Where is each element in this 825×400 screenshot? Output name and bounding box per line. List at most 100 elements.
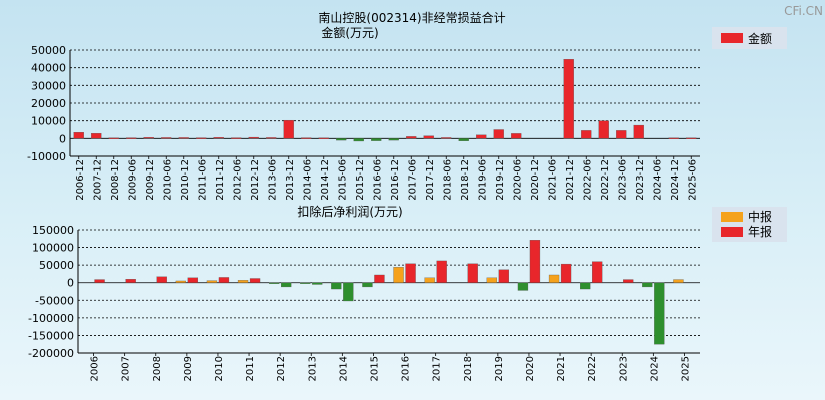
chart2-bar-interim xyxy=(331,282,342,290)
chart2-bar-annual xyxy=(280,282,292,288)
chart2-bar-annual xyxy=(436,260,447,283)
chart2-ytick-label: -200000 xyxy=(28,347,74,360)
chart2-xtick-label: 2013 xyxy=(307,356,318,381)
chart1-bar xyxy=(581,130,592,139)
chart1-ytick-label: 50000 xyxy=(31,44,66,57)
chart1-bar xyxy=(441,137,452,139)
chart2-xtick-label: 2006 xyxy=(90,356,101,381)
chart1-xtick-label: 2007-12 xyxy=(92,159,103,201)
chart1-bar xyxy=(283,119,294,139)
chart1-legend-label: 金额 xyxy=(748,31,772,46)
chart1-bar xyxy=(73,131,84,139)
chart1-bar xyxy=(388,138,399,141)
chart2-bar-annual xyxy=(467,263,478,283)
chart2-bar-interim xyxy=(517,282,529,291)
chart2-xtick-label: 2011 xyxy=(245,356,256,381)
chart1-bar xyxy=(248,136,259,139)
chart2-bar-interim xyxy=(175,280,187,283)
chart2-xtick-label: 2008 xyxy=(152,356,163,381)
chart2-bar-interim xyxy=(642,282,653,288)
chart1-legend: 金额 xyxy=(712,27,787,49)
chart1-legend-box xyxy=(712,27,787,49)
chart1-xtick-label: 2006-12 xyxy=(75,159,86,201)
chart1-xtick-label: 2015-12 xyxy=(355,159,366,201)
chart1-bar xyxy=(511,133,522,139)
chart1-ytick-label: -10000 xyxy=(27,150,66,163)
chart1-xtick-label: 2011-12 xyxy=(215,159,226,201)
watermark: CFi.CN xyxy=(784,4,823,18)
chart2-ytick-label: 150000 xyxy=(32,224,74,237)
chart1-xtick-label: 2020-06 xyxy=(512,159,523,201)
chart2-bar-interim xyxy=(300,282,311,284)
chart2-xtick-label: 2016 xyxy=(401,356,412,381)
chart1-xtick-label: 2018-06 xyxy=(442,159,453,201)
chart1-bar xyxy=(301,137,312,139)
chart1-bar xyxy=(231,137,242,139)
chart2-bar-interim xyxy=(206,280,218,283)
chart2-bar-interim xyxy=(424,277,435,283)
chart2-bar-annual xyxy=(343,282,354,302)
chart1-bar xyxy=(178,137,189,139)
chart2-bar-annual xyxy=(218,277,230,283)
chart1-xtick-label: 2012-06 xyxy=(232,159,243,201)
chart1-xtick-label: 2013-12 xyxy=(285,159,296,201)
chart2-xtick-label: 2022 xyxy=(587,356,598,381)
chart2-bar-annual xyxy=(249,278,261,283)
chart1-bar xyxy=(318,137,329,139)
chart2-bar-annual xyxy=(623,279,634,283)
chart2-xtick-label: 2010 xyxy=(214,356,225,381)
chart1-bar xyxy=(633,124,644,139)
chart1-xtick-label: 2009-06 xyxy=(127,159,138,201)
chart2-legend-label-interim: 中报 xyxy=(748,209,772,224)
chart1-xtick-label: 2016-12 xyxy=(390,159,401,201)
chart1-xtick-label: 2023-06 xyxy=(617,159,628,201)
chart1-xtick-label: 2025-06 xyxy=(687,159,698,201)
chart2-xtick-label: 2023 xyxy=(618,356,629,381)
chart2-xtick-label: 2015 xyxy=(369,356,380,381)
chart1-xtick-label: 2021-06 xyxy=(547,159,558,201)
chart2-bar-annual xyxy=(312,282,323,285)
chart2-bar-annual xyxy=(187,277,199,283)
chart2-bar-interim xyxy=(548,274,560,283)
chart1-bar xyxy=(161,137,172,139)
chart1-bar xyxy=(143,137,154,139)
chart2-xtick-label: 2017 xyxy=(432,356,443,381)
chart1-xtick-label: 2010-12 xyxy=(180,159,191,201)
chart1-ytick-label: 20000 xyxy=(31,97,66,110)
chart1-bar xyxy=(686,137,697,139)
chart1-xtick-label: 2011-06 xyxy=(197,159,208,201)
chart1-bar xyxy=(406,136,417,139)
chart2-bar-annual xyxy=(156,276,167,283)
chart2-xtick-label: 2012 xyxy=(276,356,287,381)
chart1-bar xyxy=(91,133,102,139)
chart2-xtick-label: 2018 xyxy=(463,356,474,381)
chart1-bar xyxy=(616,130,627,139)
chart1-xtick-label: 2022-06 xyxy=(582,159,593,201)
chart1-xtick-label: 2019-12 xyxy=(495,159,506,201)
chart1-xtick-label: 2021-12 xyxy=(565,159,576,201)
chart1-bar xyxy=(598,120,609,139)
chart1-bar xyxy=(668,137,679,139)
chart1-title: 南山控股(002314)非经常损益合计 xyxy=(318,10,505,25)
chart1-bar xyxy=(458,138,469,141)
chart1-xtick-label: 2014-12 xyxy=(320,159,331,201)
chart2-legend-label-annual: 年报 xyxy=(748,224,772,239)
chart2-bar-interim xyxy=(486,277,498,283)
chart1-bar xyxy=(493,129,504,139)
chart2-ytick-label: 100000 xyxy=(32,242,74,255)
chart2-xtick-label: 2024 xyxy=(649,356,660,381)
chart2-xtick-label: 2009 xyxy=(183,356,194,381)
chart2-bar-interim xyxy=(268,282,280,284)
chart2-ytick-label: 0 xyxy=(67,277,74,290)
chart2-bar-interim xyxy=(673,279,684,283)
chart1-ytick-label: 10000 xyxy=(31,115,66,128)
chart1-xtick-label: 2024-12 xyxy=(670,159,681,201)
chart2-xtick-label: 2007 xyxy=(121,356,132,381)
chart2-ytick-label: -50000 xyxy=(35,294,74,307)
chart1-ytick-label: 40000 xyxy=(31,62,66,75)
chart2-bar-annual xyxy=(405,263,416,283)
chart2-title: 扣除后净利润(万元) xyxy=(297,204,402,219)
chart2-bar-annual xyxy=(374,274,385,283)
chart1-xtick-label: 2013-06 xyxy=(267,159,278,201)
chart2-legend-swatch-annual xyxy=(721,227,743,237)
